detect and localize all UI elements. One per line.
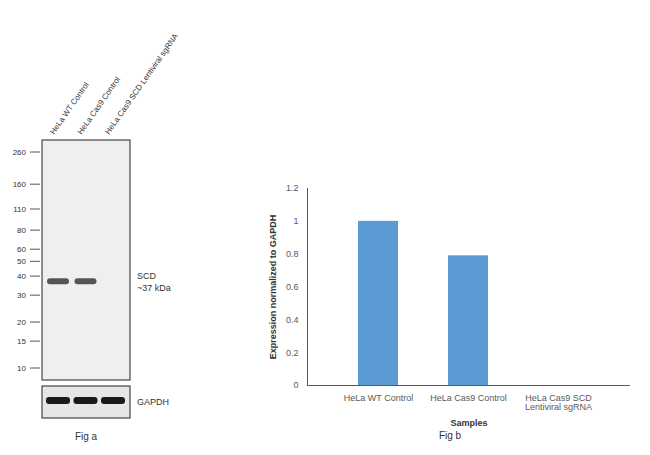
svg-text:GAPDH: GAPDH	[137, 397, 169, 407]
svg-text:HeLa Cas9 Control: HeLa Cas9 Control	[75, 75, 123, 137]
svg-text:60: 60	[17, 245, 26, 254]
svg-text:Samples: Samples	[450, 418, 487, 428]
svg-text:HeLa WT Control: HeLa WT Control	[344, 393, 413, 403]
svg-text:0.6: 0.6	[286, 282, 299, 292]
svg-text:Expression normalized to GAPDH: Expression normalized to GAPDH	[268, 215, 278, 360]
svg-text:0: 0	[293, 380, 298, 390]
html-text:Fig b: Fig b	[438, 430, 462, 441]
svg-text:HeLa WT Control: HeLa WT Control	[48, 80, 91, 137]
svg-text:SCD: SCD	[137, 271, 157, 281]
svg-text:0.2: 0.2	[286, 348, 299, 358]
svg-text:0.8: 0.8	[286, 249, 299, 259]
svg-text:30: 30	[17, 291, 26, 300]
svg-text:15: 15	[17, 337, 26, 346]
svg-text:40: 40	[17, 272, 26, 281]
svg-text:160: 160	[13, 180, 27, 189]
svg-text:1: 1	[293, 216, 298, 226]
svg-text:110: 110	[13, 205, 26, 214]
svg-text:HeLa Cas9 SCD Lentiviral sgRNA: HeLa Cas9 SCD Lentiviral sgRNA	[103, 31, 180, 136]
svg-text:Fig a: Fig a	[75, 431, 98, 442]
svg-text:50: 50	[17, 257, 26, 266]
svg-text:260: 260	[13, 148, 27, 157]
svg-text:1.2: 1.2	[286, 183, 299, 193]
svg-text:20: 20	[17, 318, 26, 327]
svg-text:~37 kDa: ~37 kDa	[137, 283, 171, 293]
svg-text:HeLa Cas9 SCDLentiviral sgRNA: HeLa Cas9 SCDLentiviral sgRNA	[525, 393, 592, 412]
svg-text:HeLa Cas9 Control: HeLa Cas9 Control	[430, 393, 507, 403]
svg-text:0.4: 0.4	[286, 315, 299, 325]
svg-text:10: 10	[17, 364, 26, 373]
svg-text:80: 80	[17, 226, 26, 235]
